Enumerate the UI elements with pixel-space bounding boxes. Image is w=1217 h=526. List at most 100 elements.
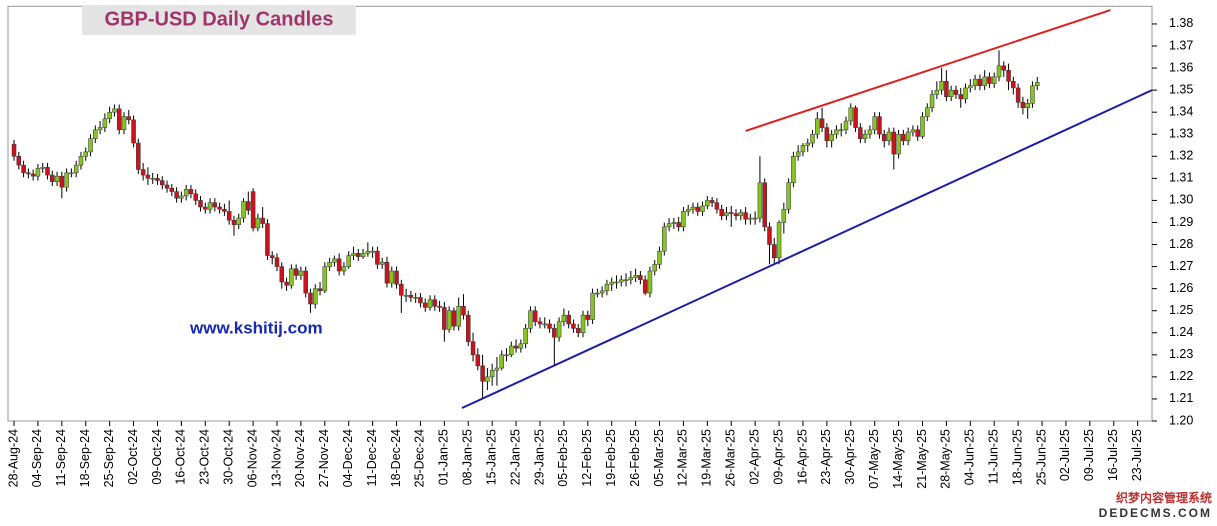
candle-body xyxy=(351,253,356,256)
candle-body xyxy=(518,343,524,349)
candle-body xyxy=(848,107,854,122)
candle-body xyxy=(289,268,294,286)
x-tick-label: 25-Dec-24 xyxy=(413,429,427,487)
x-tick-label: 29-Jan-25 xyxy=(532,429,546,485)
candle-body xyxy=(614,281,619,284)
candle-body xyxy=(810,133,815,144)
candle-body xyxy=(968,85,973,89)
candle-body xyxy=(901,133,906,142)
candle-body xyxy=(724,212,729,217)
candle-body xyxy=(308,292,313,305)
candle-body xyxy=(800,145,806,153)
candle-body xyxy=(198,200,203,208)
candle-body xyxy=(748,217,753,220)
candle-body xyxy=(633,275,638,278)
candle-body xyxy=(255,217,261,229)
y-tick-label: 1.23 xyxy=(1169,347,1193,361)
candle-body xyxy=(413,297,418,299)
candle-body xyxy=(513,345,519,349)
candle-body xyxy=(1001,65,1007,71)
candle-body xyxy=(437,306,442,308)
candle-body xyxy=(346,255,351,267)
candle-body xyxy=(585,314,591,320)
x-tick-label: 05-Mar-25 xyxy=(652,429,666,487)
x-tick-label: 18-Dec-24 xyxy=(389,429,403,487)
candle-body xyxy=(858,127,863,139)
x-tick-label: 01-Jan-25 xyxy=(437,429,451,485)
candle-body xyxy=(528,310,533,329)
watermark: www.kshitij.com xyxy=(189,318,323,337)
candle-body xyxy=(623,279,629,282)
candle-body xyxy=(212,202,218,208)
x-tick-label: 18-Jun-25 xyxy=(1010,429,1024,485)
candle-body xyxy=(336,258,342,272)
x-tick-label: 25-Jun-25 xyxy=(1034,429,1048,485)
candle-body xyxy=(480,365,485,382)
x-tick-label: 11-Dec-24 xyxy=(365,429,379,486)
y-tick-label: 1.29 xyxy=(1169,215,1193,229)
y-tick-label: 1.28 xyxy=(1169,237,1193,251)
candle-body xyxy=(159,180,165,186)
candle-body xyxy=(791,156,796,184)
candle-body xyxy=(64,172,69,188)
plot-frame xyxy=(7,5,1153,422)
candle-body xyxy=(719,208,724,217)
y-tick-label: 1.33 xyxy=(1169,127,1193,141)
candle-body xyxy=(179,195,184,199)
candle-body xyxy=(485,376,490,382)
candle-body xyxy=(819,118,825,128)
x-tick-label: 09-Oct-24 xyxy=(150,429,164,485)
candle-body xyxy=(131,119,136,144)
candle-body xyxy=(40,167,45,169)
candle-body xyxy=(456,306,461,327)
candle-body xyxy=(35,168,41,177)
candle-body xyxy=(829,133,834,142)
x-tick-label: 08-Jan-25 xyxy=(461,429,475,485)
candle-body xyxy=(102,118,108,128)
candle-body xyxy=(226,211,232,221)
candle-body xyxy=(714,202,720,210)
trend-line xyxy=(745,9,1111,132)
candle-body xyxy=(279,266,285,283)
x-tick-label: 04-Jun-25 xyxy=(963,429,977,485)
candle-body xyxy=(260,217,265,224)
candle-body xyxy=(532,310,538,322)
candle-body xyxy=(116,108,122,131)
candle-body xyxy=(867,129,873,135)
candle-body xyxy=(580,314,586,334)
candle-body xyxy=(891,131,897,155)
candle-body xyxy=(934,89,940,95)
candle-body xyxy=(752,217,758,220)
candle-body xyxy=(872,116,877,131)
candle-body xyxy=(728,212,734,214)
candle-body xyxy=(217,206,222,210)
candle-body xyxy=(97,127,103,131)
x-tick-label: 16-Apr-25 xyxy=(795,429,809,485)
candle-body xyxy=(427,299,433,308)
candle-body xyxy=(786,182,791,210)
candle-body xyxy=(403,295,409,297)
candle-body xyxy=(762,182,767,228)
chart-title: GBP-USD Daily Candles xyxy=(105,8,334,30)
candle-body xyxy=(604,283,610,292)
candle-body xyxy=(461,306,466,316)
candle-body xyxy=(681,211,686,228)
candle-body xyxy=(963,87,968,100)
candle-body xyxy=(776,222,782,259)
candle-body xyxy=(925,107,930,117)
candle-body xyxy=(638,275,643,281)
y-tick-label: 1.22 xyxy=(1169,369,1193,383)
candle-body xyxy=(915,129,920,137)
candle-body xyxy=(174,191,179,199)
x-tick-label: 19-Mar-25 xyxy=(700,429,714,487)
candle-body xyxy=(1006,70,1011,82)
candle-body xyxy=(236,217,242,225)
candle-body xyxy=(700,205,705,212)
candle-body xyxy=(475,354,481,367)
candle-body xyxy=(834,129,839,135)
candle-body xyxy=(929,94,935,109)
x-tick-label: 12-Feb-25 xyxy=(580,429,594,487)
candle-body xyxy=(145,174,151,179)
candle-body xyxy=(303,270,308,294)
candle-body xyxy=(920,116,925,137)
